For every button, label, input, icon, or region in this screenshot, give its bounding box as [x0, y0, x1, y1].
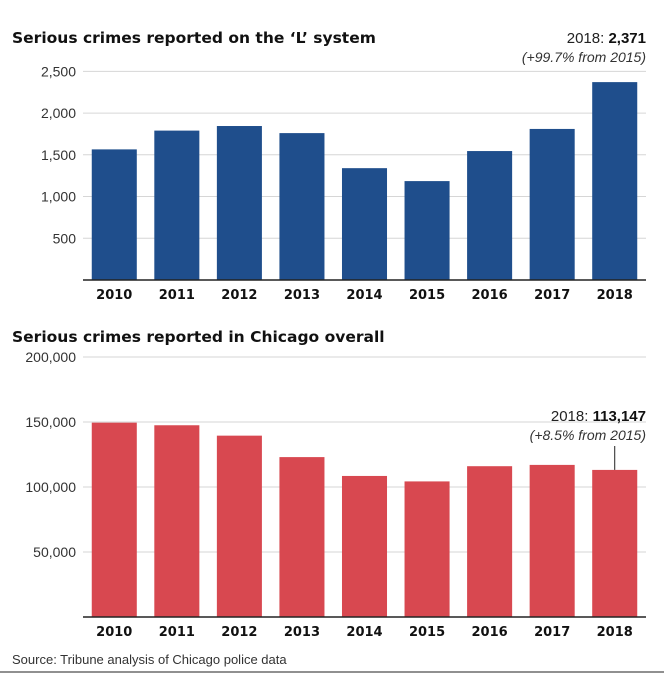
- bar-2018: [592, 82, 638, 280]
- x-tick-label: 2015: [409, 288, 445, 303]
- bar-2014: [341, 475, 388, 617]
- chart1-title: Serious crimes reported on the ‘L’ syste…: [12, 29, 376, 47]
- x-tick-label: 2012: [221, 625, 257, 640]
- y-tick-label: 2,000: [41, 105, 76, 121]
- y-tick-label: 200,000: [25, 349, 76, 365]
- bar-2016: [467, 466, 513, 617]
- bar-2011: [154, 130, 200, 280]
- chart1-annotation-note: (+99.7% from 2015): [522, 49, 646, 65]
- bar-2012: [216, 435, 262, 617]
- bar-2015: [404, 481, 450, 617]
- bar-2013: [279, 133, 325, 280]
- x-tick-label: 2014: [346, 625, 382, 640]
- x-tick-label: 2014: [346, 288, 382, 303]
- bar-2017: [529, 128, 575, 280]
- x-tick-label: 2016: [472, 625, 508, 640]
- source-note: Source: Tribune analysis of Chicago poli…: [12, 652, 287, 667]
- bar-2016: [467, 151, 513, 280]
- x-tick-label: 2017: [534, 288, 570, 303]
- x-tick-label: 2015: [409, 625, 445, 640]
- y-tick-label: 500: [53, 230, 77, 246]
- chart2-title: Serious crimes reported in Chicago overa…: [12, 328, 385, 346]
- bar-2010: [91, 422, 137, 617]
- chart2-bars: [91, 422, 638, 617]
- y-tick-label: 1,500: [41, 147, 76, 163]
- bar-2017: [529, 464, 575, 617]
- y-tick-label: 100,000: [25, 479, 76, 495]
- x-tick-label: 2018: [597, 625, 633, 640]
- chart2-x-axis: 2010 2011 2012 2013 2014 2015 2016 2017 2018: [96, 625, 633, 640]
- chart2-annotation: 2018: 113,147: [551, 408, 646, 425]
- y-tick-label: 1,000: [41, 189, 76, 205]
- x-tick-label: 2013: [284, 625, 320, 640]
- chart1-bars: [91, 82, 638, 280]
- y-tick-label: 2,500: [41, 63, 76, 79]
- bar-2011: [154, 425, 200, 617]
- x-tick-label: 2011: [159, 625, 195, 640]
- x-tick-label: 2012: [221, 288, 257, 303]
- chart1-x-axis: 2010 2011 2012 2013 2014 2015 2016 2017 2018: [96, 288, 633, 303]
- chart2-annotation-note: (+8.5% from 2015): [530, 427, 646, 443]
- bar-2018: [592, 469, 638, 617]
- chart1-y-axis: 500 1,000 1,500 2,000 2,500: [41, 63, 76, 246]
- bar-2012: [216, 126, 262, 280]
- y-tick-label: 150,000: [25, 414, 76, 430]
- chart1-annotation: 2018: 2,371: [567, 30, 646, 47]
- x-tick-label: 2013: [284, 288, 320, 303]
- x-tick-label: 2017: [534, 625, 570, 640]
- x-tick-label: 2010: [96, 625, 132, 640]
- x-tick-label: 2011: [159, 288, 195, 303]
- bar-2013: [279, 457, 325, 617]
- bar-2015: [404, 181, 450, 280]
- y-tick-label: 50,000: [33, 544, 76, 560]
- x-tick-label: 2016: [472, 288, 508, 303]
- x-tick-label: 2018: [597, 288, 633, 303]
- bar-2010: [91, 149, 137, 280]
- bar-2014: [341, 168, 388, 280]
- chart2-y-axis: 50,000 100,000 150,000 200,000: [25, 349, 76, 560]
- x-tick-label: 2010: [96, 288, 132, 303]
